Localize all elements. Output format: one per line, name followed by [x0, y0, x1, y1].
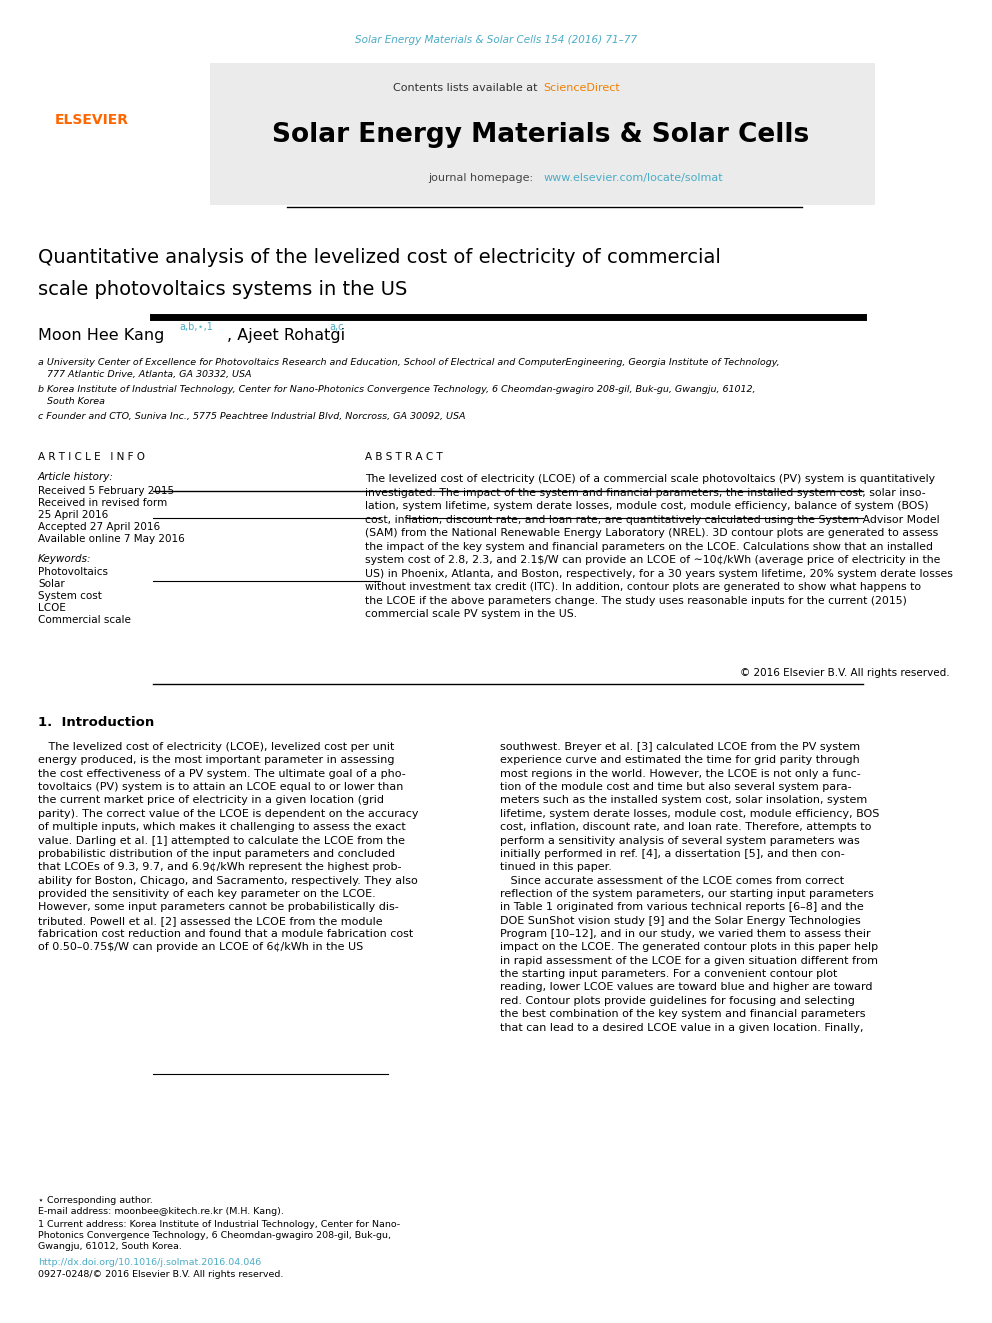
Text: southwest. Breyer et al. [3] calculated LCOE from the PV system
experience curve: southwest. Breyer et al. [3] calculated … [500, 742, 879, 1032]
Text: , Ajeet Rohatgi: , Ajeet Rohatgi [227, 328, 345, 343]
Text: c Founder and CTO, Suniva Inc., 5775 Peachtree Industrial Blvd, Norcross, GA 300: c Founder and CTO, Suniva Inc., 5775 Pea… [38, 411, 465, 421]
Text: 1.  Introduction: 1. Introduction [38, 716, 154, 729]
Text: The levelized cost of electricity (LCOE), levelized cost per unit
energy produce: The levelized cost of electricity (LCOE)… [38, 742, 419, 953]
Text: b Korea Institute of Industrial Technology, Center for Nano-Photonics Convergenc: b Korea Institute of Industrial Technolo… [38, 385, 756, 406]
Text: Available online 7 May 2016: Available online 7 May 2016 [38, 534, 185, 544]
Text: Solar Energy Materials & Solar Cells: Solar Energy Materials & Solar Cells [272, 122, 809, 148]
Text: E-mail address: moonbee@kitech.re.kr (M.H. Kang).: E-mail address: moonbee@kitech.re.kr (M.… [38, 1207, 284, 1216]
Text: Article history:: Article history: [38, 472, 114, 482]
Text: Moon Hee Kang: Moon Hee Kang [38, 328, 165, 343]
Text: A R T I C L E   I N F O: A R T I C L E I N F O [38, 452, 145, 462]
Text: LCOE: LCOE [38, 603, 65, 613]
Text: journal homepage:: journal homepage: [429, 173, 541, 183]
Text: The levelized cost of electricity (LCOE) of a commercial scale photovoltaics (PV: The levelized cost of electricity (LCOE)… [365, 474, 953, 619]
Text: ScienceDirect: ScienceDirect [544, 83, 620, 93]
Text: ELSEVIER: ELSEVIER [55, 112, 129, 127]
Text: © 2016 Elsevier B.V. All rights reserved.: © 2016 Elsevier B.V. All rights reserved… [740, 668, 950, 677]
Text: A B S T R A C T: A B S T R A C T [365, 452, 442, 462]
Text: Received 5 February 2015: Received 5 February 2015 [38, 486, 175, 496]
Text: System cost: System cost [38, 591, 102, 601]
Text: 25 April 2016: 25 April 2016 [38, 509, 108, 520]
Text: Commercial scale: Commercial scale [38, 615, 131, 624]
Text: Accepted 27 April 2016: Accepted 27 April 2016 [38, 523, 160, 532]
Text: a,b,⋆,1: a,b,⋆,1 [180, 321, 213, 332]
Text: Photovoltaics: Photovoltaics [38, 568, 108, 577]
Text: ⋆ Corresponding author.: ⋆ Corresponding author. [38, 1196, 153, 1205]
Text: 1 Current address: Korea Institute of Industrial Technology, Center for Nano-
Ph: 1 Current address: Korea Institute of In… [38, 1220, 400, 1252]
Text: Keywords:: Keywords: [38, 554, 91, 564]
Text: Quantitative analysis of the levelized cost of electricity of commercial: Quantitative analysis of the levelized c… [38, 247, 721, 267]
Text: Received in revised form: Received in revised form [38, 497, 168, 508]
Text: a,c: a,c [329, 321, 344, 332]
Text: 0927-0248/© 2016 Elsevier B.V. All rights reserved.: 0927-0248/© 2016 Elsevier B.V. All right… [38, 1270, 284, 1279]
Text: Solar: Solar [38, 579, 64, 589]
Text: www.elsevier.com/locate/solmat: www.elsevier.com/locate/solmat [544, 173, 723, 183]
Text: http://dx.doi.org/10.1016/j.solmat.2016.04.046: http://dx.doi.org/10.1016/j.solmat.2016.… [38, 1258, 261, 1267]
Text: Solar Energy Materials & Solar Cells 154 (2016) 71–77: Solar Energy Materials & Solar Cells 154… [355, 34, 637, 45]
Text: a University Center of Excellence for Photovoltaics Research and Education, Scho: a University Center of Excellence for Ph… [38, 359, 780, 378]
Text: Contents lists available at: Contents lists available at [393, 83, 541, 93]
Text: scale photovoltaics systems in the US: scale photovoltaics systems in the US [38, 280, 408, 299]
